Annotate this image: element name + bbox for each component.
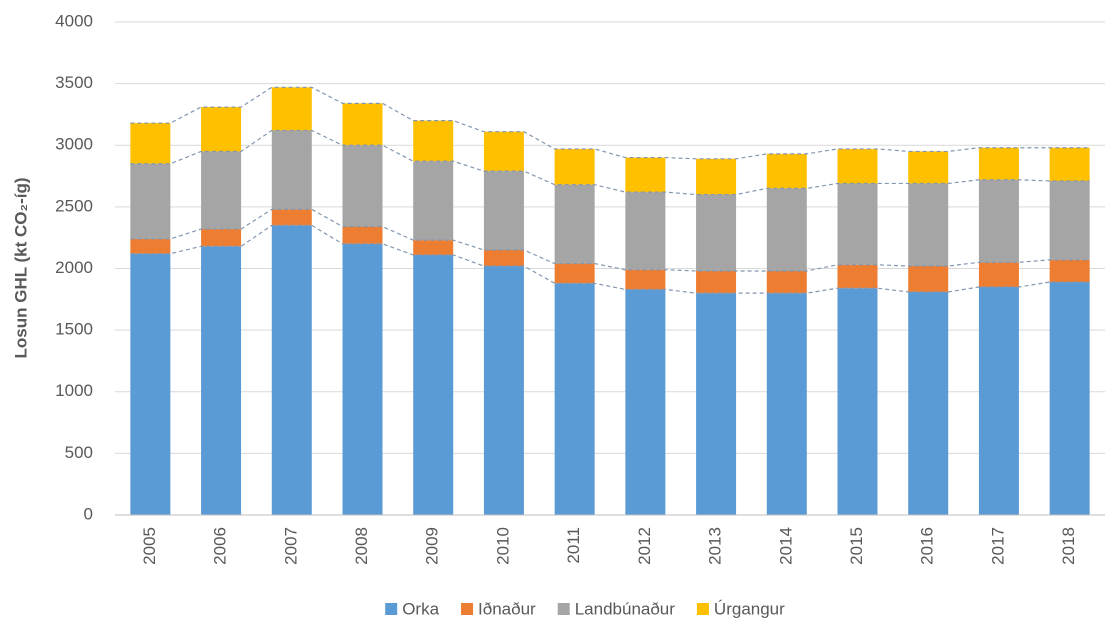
bar-segment [766, 293, 807, 515]
bar-segment [483, 266, 524, 515]
x-tick-label: 2018 [1059, 527, 1078, 565]
legend-swatch [461, 603, 474, 615]
legend-label: Iðnaður [478, 599, 536, 618]
stack-connector [130, 86, 1090, 160]
bar-segment [130, 253, 171, 515]
y-tick-label: 500 [65, 443, 93, 462]
legend-label: Orka [402, 599, 439, 618]
bar-segment [201, 246, 242, 515]
bar-segment [766, 270, 807, 294]
bar-segment [837, 148, 878, 184]
bar-segment [908, 291, 949, 515]
x-tick-label: 2010 [493, 527, 512, 565]
bar-segment [978, 179, 1019, 263]
y-tick-label: 2000 [55, 258, 93, 277]
bar-segment [201, 151, 242, 230]
bar-segment [978, 262, 1019, 287]
y-tick-label: 3000 [55, 135, 93, 154]
bar-segment [625, 289, 666, 515]
bar-segment [625, 192, 666, 270]
bar-segment [625, 157, 666, 193]
x-tick-label: 2015 [847, 527, 866, 565]
y-tick-label: 4000 [55, 11, 93, 30]
legend: Orka Iðnaður Landbúnaður Úrgangur [385, 599, 785, 618]
legend-swatch [696, 603, 709, 615]
stack-connector [130, 129, 1090, 196]
x-tick-label: 2013 [706, 527, 725, 565]
bar-segment [271, 209, 312, 226]
bar-segment [554, 283, 595, 515]
bar-segment [554, 148, 595, 185]
bar-segment [483, 131, 524, 172]
x-tick-label: 2009 [423, 527, 442, 565]
legend-label: Úrgangur [714, 599, 785, 618]
legend-swatch [557, 603, 570, 615]
y-tick-label: 0 [84, 504, 93, 523]
stack-connector [130, 208, 1090, 272]
bar-segment [1049, 147, 1090, 181]
bar-segment [201, 107, 242, 152]
bar-segment [1049, 259, 1090, 283]
bar-segment [978, 286, 1019, 515]
bar-segment [342, 243, 383, 515]
x-tick-label: 2017 [988, 527, 1007, 565]
bar-segment [342, 226, 383, 244]
y-tick-label: 3500 [55, 73, 93, 92]
bar-segment [766, 153, 807, 189]
bar-segment [837, 264, 878, 289]
bar-segment [413, 161, 454, 241]
bar-segment [978, 147, 1019, 180]
y-tick-label: 1000 [55, 381, 93, 400]
bar-segment [271, 130, 312, 210]
bar-segment [483, 250, 524, 267]
bar-segment [696, 293, 737, 515]
bar-segment [766, 188, 807, 271]
bar-segment [413, 240, 454, 255]
x-tick-label: 2011 [564, 527, 583, 564]
bar-segment [201, 229, 242, 247]
bar-segment [342, 145, 383, 227]
x-tick-label: 2005 [140, 527, 159, 565]
bar-segment [696, 270, 737, 294]
x-tick-label: 2012 [635, 527, 654, 565]
stack-connector [130, 224, 1090, 294]
legend-label: Landbúnaður [575, 599, 676, 618]
x-tick-label: 2016 [918, 527, 937, 565]
y-tick-label: 2500 [55, 196, 93, 215]
legend-swatch [385, 603, 398, 615]
bar-segment [271, 87, 312, 131]
bar-segment [1049, 180, 1090, 260]
bar-segment [908, 266, 949, 292]
bar-segment [342, 103, 383, 146]
bar-segment [1049, 282, 1090, 515]
bar-segment [837, 288, 878, 515]
bar-segment [696, 158, 737, 195]
bar-segment [413, 120, 454, 162]
bar-segment [130, 238, 171, 254]
x-tick-label: 2014 [776, 527, 795, 565]
y-tick-label: 1500 [55, 320, 93, 339]
bar-segment [625, 269, 666, 290]
x-tick-label: 2008 [352, 527, 371, 565]
bar-segment [554, 184, 595, 264]
bar-segment [271, 225, 312, 516]
bar-segment [908, 151, 949, 184]
bar-segment [483, 171, 524, 251]
bar-segment [696, 194, 737, 271]
bar-segment [908, 183, 949, 267]
bar-segment [413, 254, 454, 515]
x-tick-label: 2007 [281, 527, 300, 565]
bar-segment [837, 183, 878, 265]
bar-segment [554, 263, 595, 284]
x-tick-label: 2006 [211, 527, 230, 565]
bar-segment [130, 123, 171, 164]
y-axis-label: Losun GHL (kt CO₂-íg) [11, 178, 30, 359]
bar-segment [130, 163, 171, 239]
